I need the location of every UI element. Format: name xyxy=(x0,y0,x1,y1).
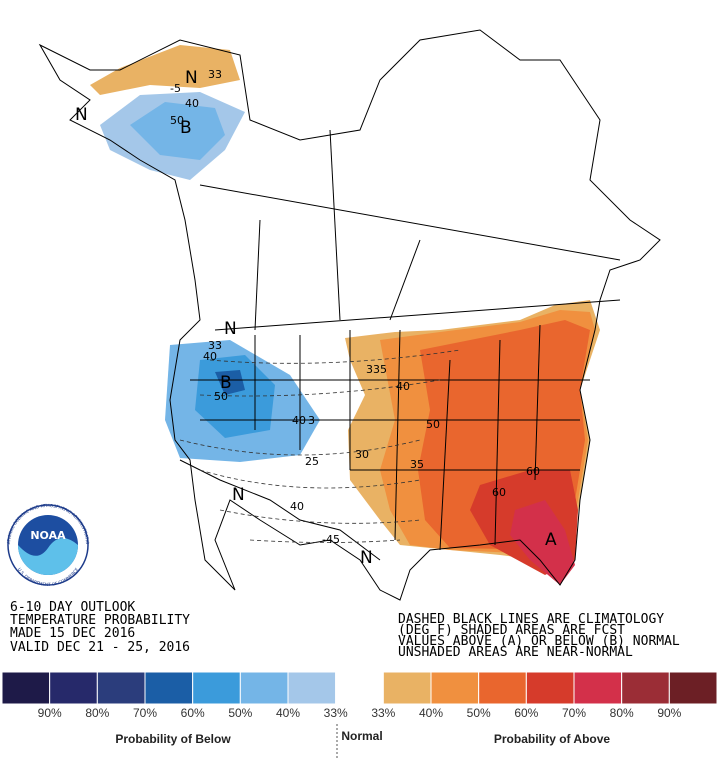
legend-swatch xyxy=(621,671,670,705)
map-label: A xyxy=(545,530,557,550)
header: 6-10 DAY OUTLOOK TEMPERATURE PROBABILITY… xyxy=(10,600,190,655)
legend-label: 90% xyxy=(657,706,681,720)
legend-swatch xyxy=(478,671,527,705)
map-label: 60 xyxy=(492,486,506,499)
legend-swatch xyxy=(96,671,146,705)
map-label: B xyxy=(180,118,192,138)
map-label: 33 xyxy=(208,68,222,81)
noaa-logo: NOAA NATIONAL OCEANIC AND ATMOSPHERIC AD… xyxy=(0,0,90,588)
legend-swatch xyxy=(668,671,718,705)
map-label: 50 xyxy=(214,390,228,403)
map-label: N xyxy=(360,548,373,568)
map-label: B xyxy=(220,373,232,393)
legend-above-title: Probability of Above xyxy=(494,732,611,746)
legend-label: 70% xyxy=(133,706,157,720)
west-below-60 xyxy=(215,370,245,395)
legend-swatch xyxy=(525,671,575,705)
note-line: (DEG F) SHADED AREAS ARE FCST xyxy=(398,623,625,638)
map-label: N xyxy=(185,68,198,88)
legend-label: 40% xyxy=(276,706,300,720)
map-label: 60 xyxy=(526,465,540,478)
header-line: 6-10 DAY OUTLOOK xyxy=(10,600,135,615)
header-line: TEMPERATURE PROBABILITY xyxy=(10,613,190,628)
legend-swatch xyxy=(49,671,98,705)
legend-label: 33% xyxy=(324,706,348,720)
legend-label: 80% xyxy=(85,706,109,720)
map-label: 40 xyxy=(185,97,199,110)
logo-name: NOAA xyxy=(30,529,66,542)
map-label: 33 xyxy=(208,339,222,352)
legend-swatch xyxy=(287,671,337,705)
map-label: 3 xyxy=(308,414,315,427)
alaska-above xyxy=(90,45,240,95)
note: DASHED BLACK LINES ARE CLIMATOLOGY (DEG … xyxy=(398,612,680,660)
map-label: N xyxy=(224,319,237,339)
legend-swatch xyxy=(144,671,194,705)
map-label: 40 xyxy=(292,414,306,427)
map-labels: N B N B N N N A 33 -5 40 50 33 40 50 40 … xyxy=(75,68,557,568)
legend-swatch xyxy=(239,671,289,705)
map-label: N xyxy=(232,485,245,505)
legend-swatch xyxy=(335,671,384,705)
legend-label: 40% xyxy=(419,706,443,720)
map-label: 30 xyxy=(355,448,369,461)
legend-label: 60% xyxy=(181,706,205,720)
note-line: VALUES ABOVE (A) OR BELOW (B) NORMAL xyxy=(398,634,680,649)
climatology-lines xyxy=(179,349,461,543)
legend-label: 50% xyxy=(467,706,491,720)
florida-above-80 xyxy=(510,500,575,585)
legend-below-title: Probability of Below xyxy=(115,732,231,746)
legend-label: 33% xyxy=(371,706,395,720)
map-label: 25 xyxy=(305,455,319,468)
legend-label: 50% xyxy=(228,706,252,720)
note-line: DASHED BLACK LINES ARE CLIMATOLOGY xyxy=(398,612,664,627)
legend-swatch xyxy=(573,671,623,705)
map-label: 40 xyxy=(290,500,304,513)
note-line: UNSHADED AREAS ARE NEAR-NORMAL xyxy=(398,645,633,660)
map-label: 35 xyxy=(410,458,424,471)
map: N B N B N N N A 33 -5 40 50 33 40 50 40 … xyxy=(38,29,661,601)
map-label: -45 xyxy=(322,533,340,546)
legend-swatch xyxy=(192,671,241,705)
map-label: 335 xyxy=(366,363,387,376)
map-label: 40 xyxy=(396,380,410,393)
legend-normal-title: Normal xyxy=(341,729,382,743)
alaska-below-40 xyxy=(130,102,225,160)
legend-label: 90% xyxy=(38,706,62,720)
logo-ring-top: NATIONAL OCEANIC AND ATMOSPHERIC ADMINIS… xyxy=(0,0,90,545)
map-label: 50 xyxy=(426,418,440,431)
map-label: -5 xyxy=(170,82,181,95)
legend: Probability of Below Normal Probability … xyxy=(1,671,718,760)
header-line: VALID DEC 21 - 25, 2016 xyxy=(10,640,190,655)
legend-label: 60% xyxy=(514,706,538,720)
legend-label: 70% xyxy=(562,706,586,720)
map-label: 50 xyxy=(170,114,184,127)
legend-label: 80% xyxy=(610,706,634,720)
coastlines xyxy=(38,29,661,601)
map-label: 40 xyxy=(203,350,217,363)
header-line: MADE 15 DEC 2016 xyxy=(10,626,135,641)
map-label: N xyxy=(75,105,88,125)
legend-swatch xyxy=(1,671,51,705)
legend-swatch xyxy=(430,671,480,705)
legend-swatch xyxy=(382,671,432,705)
